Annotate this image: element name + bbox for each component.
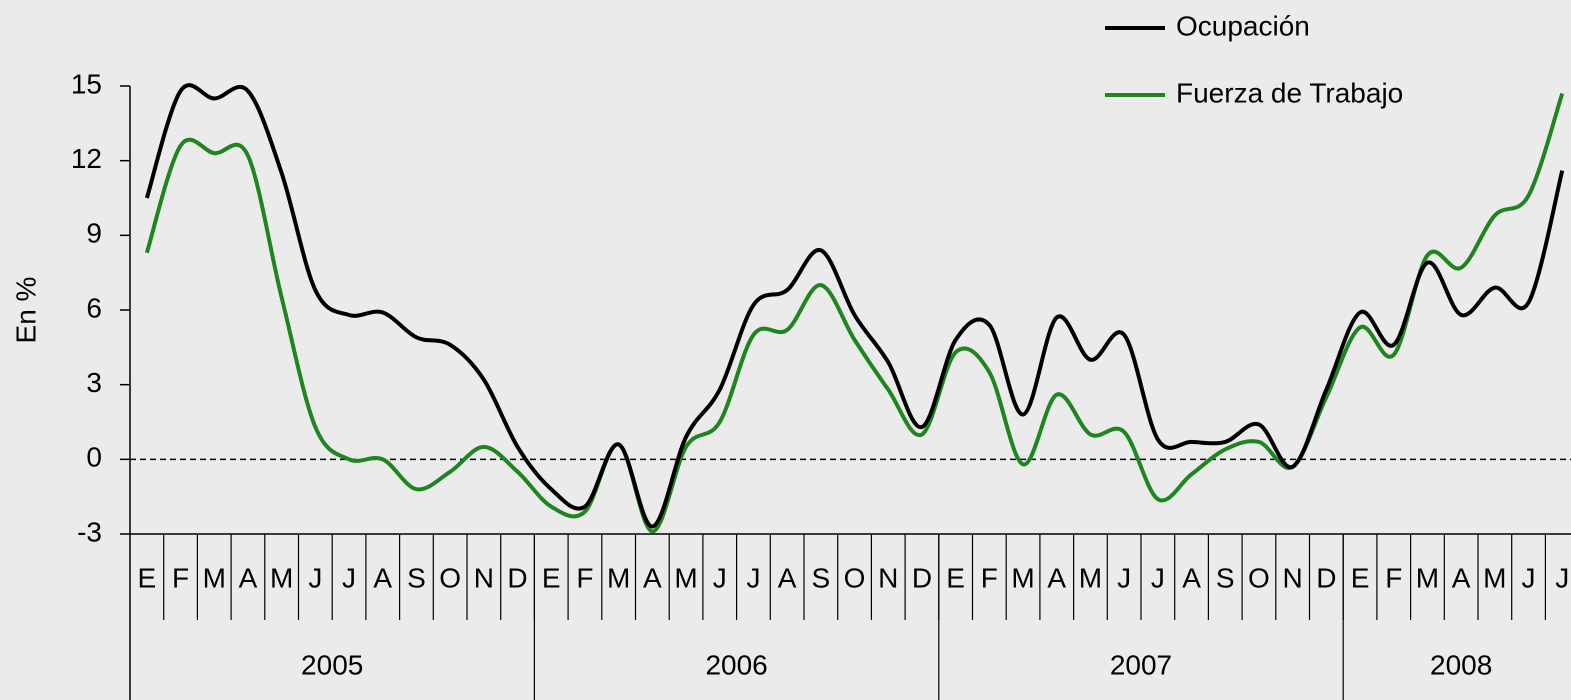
series-line <box>144 92 1565 534</box>
y-tick-label: 12 <box>71 143 102 174</box>
x-tick-label: S <box>407 562 426 593</box>
year-label: 2007 <box>1110 649 1172 680</box>
x-tick-label: J <box>1151 562 1165 593</box>
y-tick-label: 6 <box>86 292 102 323</box>
x-tick-label: N <box>1283 562 1303 593</box>
year-label: 2008 <box>1430 649 1492 680</box>
x-tick-label: M <box>607 562 630 593</box>
x-tick-label: E <box>542 562 561 593</box>
y-tick-label: -3 <box>77 516 102 547</box>
x-tick-label: D <box>507 562 527 593</box>
x-tick-label: M <box>1483 562 1506 593</box>
y-axis-label: En % <box>10 277 41 344</box>
x-tick-label: J <box>1117 562 1131 593</box>
x-tick-label: A <box>239 562 258 593</box>
x-tick-label: A <box>643 562 662 593</box>
x-tick-label: A <box>1182 562 1201 593</box>
x-tick-label: J <box>342 562 356 593</box>
x-tick-label: D <box>912 562 932 593</box>
x-tick-label: A <box>1452 562 1471 593</box>
x-tick-label: J <box>713 562 727 593</box>
x-tick-label: M <box>203 562 226 593</box>
x-tick-label: O <box>1248 562 1270 593</box>
y-tick-label: 3 <box>86 367 102 398</box>
x-tick-label: N <box>474 562 494 593</box>
x-tick-label: J <box>1522 562 1536 593</box>
x-tick-label: S <box>812 562 831 593</box>
x-tick-label: J <box>1555 562 1569 593</box>
legend-label: Ocupación <box>1176 10 1310 41</box>
x-tick-label: F <box>1385 562 1402 593</box>
x-tick-label: F <box>172 562 189 593</box>
y-tick-label: 0 <box>86 442 102 473</box>
x-tick-label: M <box>270 562 293 593</box>
x-tick-label: M <box>674 562 697 593</box>
x-tick-label: M <box>1416 562 1439 593</box>
x-tick-label: O <box>439 562 461 593</box>
legend-label: Fuerza de Trabajo <box>1176 77 1403 108</box>
year-label: 2005 <box>301 649 363 680</box>
x-tick-label: E <box>946 562 965 593</box>
x-tick-label: A <box>778 562 797 593</box>
y-tick-label: 15 <box>71 68 102 99</box>
x-tick-label: E <box>138 562 157 593</box>
x-tick-label: F <box>981 562 998 593</box>
x-tick-label: F <box>576 562 593 593</box>
x-tick-label: N <box>878 562 898 593</box>
x-tick-label: S <box>1216 562 1235 593</box>
x-tick-label: A <box>373 562 392 593</box>
series-line <box>144 83 1565 529</box>
y-tick-label: 9 <box>86 218 102 249</box>
x-tick-label: M <box>1079 562 1102 593</box>
x-tick-label: O <box>844 562 866 593</box>
x-tick-label: J <box>746 562 760 593</box>
x-tick-label: J <box>308 562 322 593</box>
year-label: 2006 <box>705 649 767 680</box>
x-tick-label: E <box>1351 562 1370 593</box>
x-tick-label: M <box>1011 562 1034 593</box>
x-tick-label: D <box>1316 562 1336 593</box>
x-tick-label: A <box>1047 562 1066 593</box>
